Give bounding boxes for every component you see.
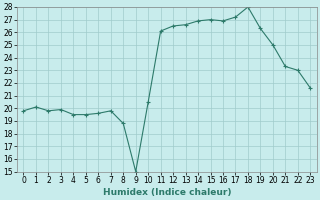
X-axis label: Humidex (Indice chaleur): Humidex (Indice chaleur) [103,188,231,197]
